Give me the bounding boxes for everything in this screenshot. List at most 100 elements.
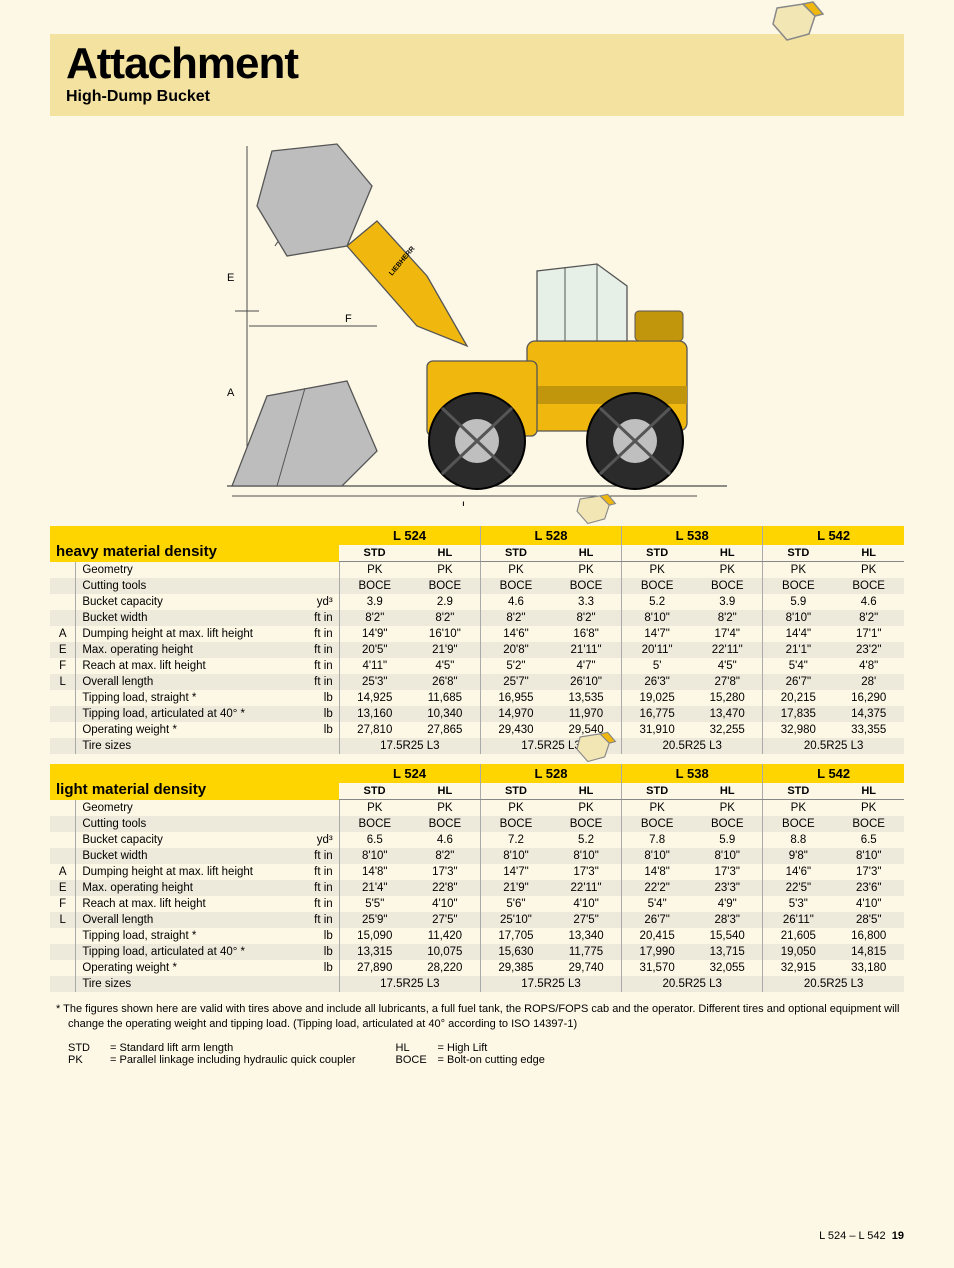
- row-unit: [297, 800, 339, 817]
- row-letter: [50, 706, 76, 722]
- row-letter: [50, 610, 76, 626]
- cell: 28': [833, 674, 904, 690]
- cell: 26'11": [763, 912, 834, 928]
- row-unit: [297, 578, 339, 594]
- row-letter: [50, 690, 76, 706]
- tire-cell: 20.5R25 L3: [763, 976, 904, 992]
- cell: 8'10": [622, 610, 693, 626]
- row-unit: lb: [297, 944, 339, 960]
- cell: 5'3": [763, 896, 834, 912]
- page-title: Attachment: [66, 42, 888, 86]
- cell: 8'10": [763, 610, 834, 626]
- cell: 17'3": [551, 864, 622, 880]
- page-subtitle: High-Dump Bucket: [66, 88, 888, 106]
- heavy-density-table: heavy material densityL 524L 528L 538L 5…: [50, 526, 904, 754]
- cell: 32,255: [692, 722, 763, 738]
- legend-key: HL: [396, 1042, 432, 1054]
- cell: 21'9": [480, 880, 551, 896]
- cell: 21'9": [410, 642, 481, 658]
- dim-F-label: F: [345, 313, 352, 325]
- cell: BOCE: [692, 816, 763, 832]
- cell: 14'9": [339, 626, 410, 642]
- col-hl: HL: [692, 545, 763, 562]
- col-hl: HL: [551, 545, 622, 562]
- row-unit: [297, 816, 339, 832]
- cell: BOCE: [622, 578, 693, 594]
- cell: PK: [622, 800, 693, 817]
- col-std: STD: [339, 545, 410, 562]
- cell: PK: [339, 800, 410, 817]
- cell: 31,910: [622, 722, 693, 738]
- row-unit: [297, 562, 339, 579]
- row-label: Dumping height at max. lift height: [76, 626, 297, 642]
- cell: 21'4": [339, 880, 410, 896]
- cell: 10,075: [410, 944, 481, 960]
- cell: 14'6": [480, 626, 551, 642]
- cell: 8'10": [833, 848, 904, 864]
- col-std: STD: [339, 783, 410, 800]
- cell: 8'2": [692, 610, 763, 626]
- cell: 16,955: [480, 690, 551, 706]
- cell: 17'3": [833, 864, 904, 880]
- cell: 4'11": [339, 658, 410, 674]
- row-label: Bucket capacity: [76, 832, 297, 848]
- cell: 22'11": [551, 880, 622, 896]
- model-head: L 524: [339, 764, 480, 783]
- cell: 21,605: [763, 928, 834, 944]
- col-std: STD: [622, 783, 693, 800]
- cell: 14'8": [339, 864, 410, 880]
- col-hl: HL: [410, 783, 481, 800]
- dim-E-label: E: [227, 272, 234, 284]
- light-density-table: light material densityL 524L 528L 538L 5…: [50, 764, 904, 992]
- row-label: Max. operating height: [76, 642, 297, 658]
- cell: 23'6": [833, 880, 904, 896]
- cell: PK: [692, 562, 763, 579]
- cell: 5'6": [480, 896, 551, 912]
- cell: PK: [833, 562, 904, 579]
- row-label: Cutting tools: [76, 816, 297, 832]
- cell: 20'5": [339, 642, 410, 658]
- cell: 25'9": [339, 912, 410, 928]
- cell: PK: [551, 562, 622, 579]
- cell: PK: [692, 800, 763, 817]
- cell: 5'2": [480, 658, 551, 674]
- row-letter: [50, 800, 76, 817]
- cell: 13,715: [692, 944, 763, 960]
- dim-L-label: L: [462, 500, 468, 506]
- cell: 29,385: [480, 960, 551, 976]
- cell: 16,775: [622, 706, 693, 722]
- row-letter: [50, 832, 76, 848]
- row-letter: [50, 594, 76, 610]
- cell: 4'10": [551, 896, 622, 912]
- cell: 4'10": [410, 896, 481, 912]
- cell: 14'6": [763, 864, 834, 880]
- density-title: light material density: [56, 781, 206, 798]
- cell: PK: [763, 800, 834, 817]
- row-label: Tipping load, straight *: [76, 928, 297, 944]
- cell: BOCE: [410, 816, 481, 832]
- model-head: L 542: [763, 526, 904, 545]
- cell: 26'7": [763, 674, 834, 690]
- cell: 26'3": [622, 674, 693, 690]
- page-number: L 524 – L 542 19: [819, 1230, 904, 1242]
- row-letter: A: [50, 626, 76, 642]
- row-unit: lb: [297, 722, 339, 738]
- cell: 8'2": [833, 610, 904, 626]
- cell: 28,220: [410, 960, 481, 976]
- cell: 28'3": [692, 912, 763, 928]
- row-label: Reach at max. lift height: [76, 658, 297, 674]
- row-letter: [50, 722, 76, 738]
- cell: PK: [410, 562, 481, 579]
- cell: 17'1": [833, 626, 904, 642]
- cell: 20,215: [763, 690, 834, 706]
- row-unit: ft in: [297, 674, 339, 690]
- model-head: L 542: [763, 764, 904, 783]
- cell: 17,990: [622, 944, 693, 960]
- cell: 22'2": [622, 880, 693, 896]
- cell: 4.6: [410, 832, 481, 848]
- row-unit: ft in: [297, 848, 339, 864]
- row-label: Reach at max. lift height: [76, 896, 297, 912]
- small-bucket-logo-icon: [574, 730, 620, 773]
- cell: 33,180: [833, 960, 904, 976]
- cell: 17'3": [410, 864, 481, 880]
